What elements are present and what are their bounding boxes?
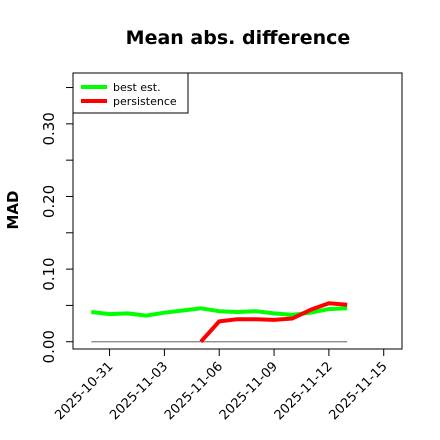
x-tick-label: 2025-11-06 (162, 359, 226, 423)
x-axis: 2025-10-312025-11-032025-11-062025-11-09… (52, 349, 391, 423)
series-line-persistence (199, 301, 348, 344)
x-tick-label: 2025-11-03 (107, 359, 171, 423)
y-axis: 0.00 0.10 0.20 0.30 (40, 87, 73, 363)
x-tick-label: 2025-11-15 (327, 359, 391, 423)
legend-label: best est. (113, 81, 161, 94)
legend-box (72, 72, 189, 114)
y-tick-label: 0.20 (40, 185, 58, 218)
y-tick-label: 0.00 (40, 330, 58, 363)
x-tick-label: 2025-11-09 (217, 359, 281, 423)
legend-label: persistence (113, 95, 177, 108)
x-tick-label: 2025-10-31 (52, 359, 116, 423)
y-tick-label: 0.30 (40, 112, 58, 145)
y-tick-label: 0.10 (40, 257, 58, 290)
chart-title: Mean abs. difference (126, 27, 351, 49)
y-axis-label: MAD (4, 191, 22, 230)
plot-lines (91, 301, 348, 344)
x-tick-label: 2025-11-12 (272, 359, 336, 423)
legend: best est.persistence (72, 72, 189, 114)
plot-area-frame (72, 72, 403, 350)
